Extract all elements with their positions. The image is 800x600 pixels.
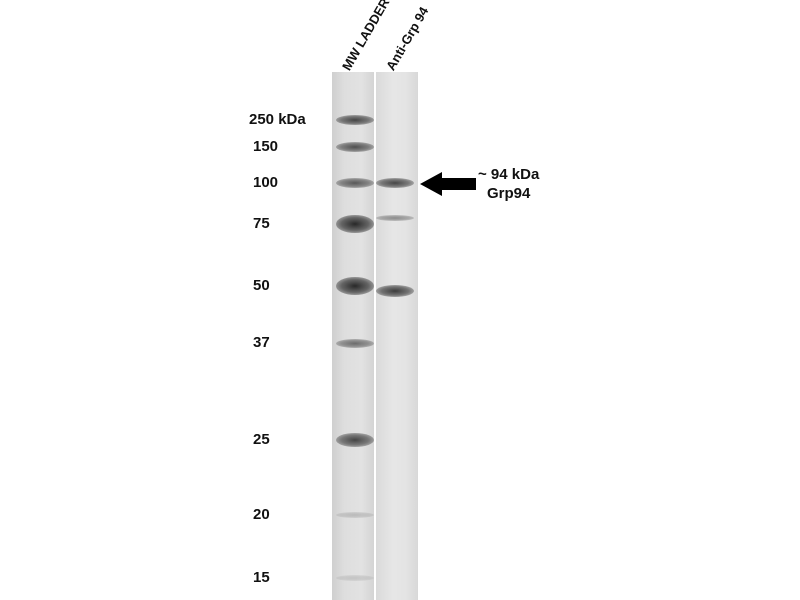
mw-marker-label: 75 xyxy=(253,215,270,232)
ladder-band xyxy=(336,575,374,581)
sample-band xyxy=(376,285,414,297)
annotation-protein: Grp94 xyxy=(486,185,531,202)
sample-band xyxy=(376,178,414,188)
sample-band xyxy=(376,215,414,221)
ladder-band xyxy=(336,512,374,518)
mw-marker-label: 37 xyxy=(253,334,270,351)
mw-marker-label: 150 xyxy=(253,138,279,155)
ladder-band xyxy=(336,142,374,152)
mw-marker-label: 20 xyxy=(253,506,270,523)
ladder-band xyxy=(336,277,374,295)
ladder-band xyxy=(336,178,374,188)
mw-marker-label: 25 xyxy=(253,431,270,448)
lane-label-sample: Anti-Grp 94 xyxy=(383,4,432,73)
ladder-lane xyxy=(332,72,374,600)
ladder-band xyxy=(336,215,374,233)
band-annotation: ~ 94 kDa Grp94 xyxy=(478,165,539,203)
mw-marker-label: 100 xyxy=(253,174,279,191)
mw-marker-label: 50 xyxy=(253,277,270,294)
ladder-band xyxy=(336,433,374,447)
mw-marker-label: 15 xyxy=(253,569,270,586)
sample-lane xyxy=(376,72,418,600)
arrow-left-icon xyxy=(420,172,476,196)
ladder-band xyxy=(336,338,374,348)
annotation-size: ~ 94 kDa xyxy=(478,166,540,183)
mw-marker-label: 250 kDa xyxy=(249,111,306,128)
ladder-band xyxy=(336,115,374,125)
